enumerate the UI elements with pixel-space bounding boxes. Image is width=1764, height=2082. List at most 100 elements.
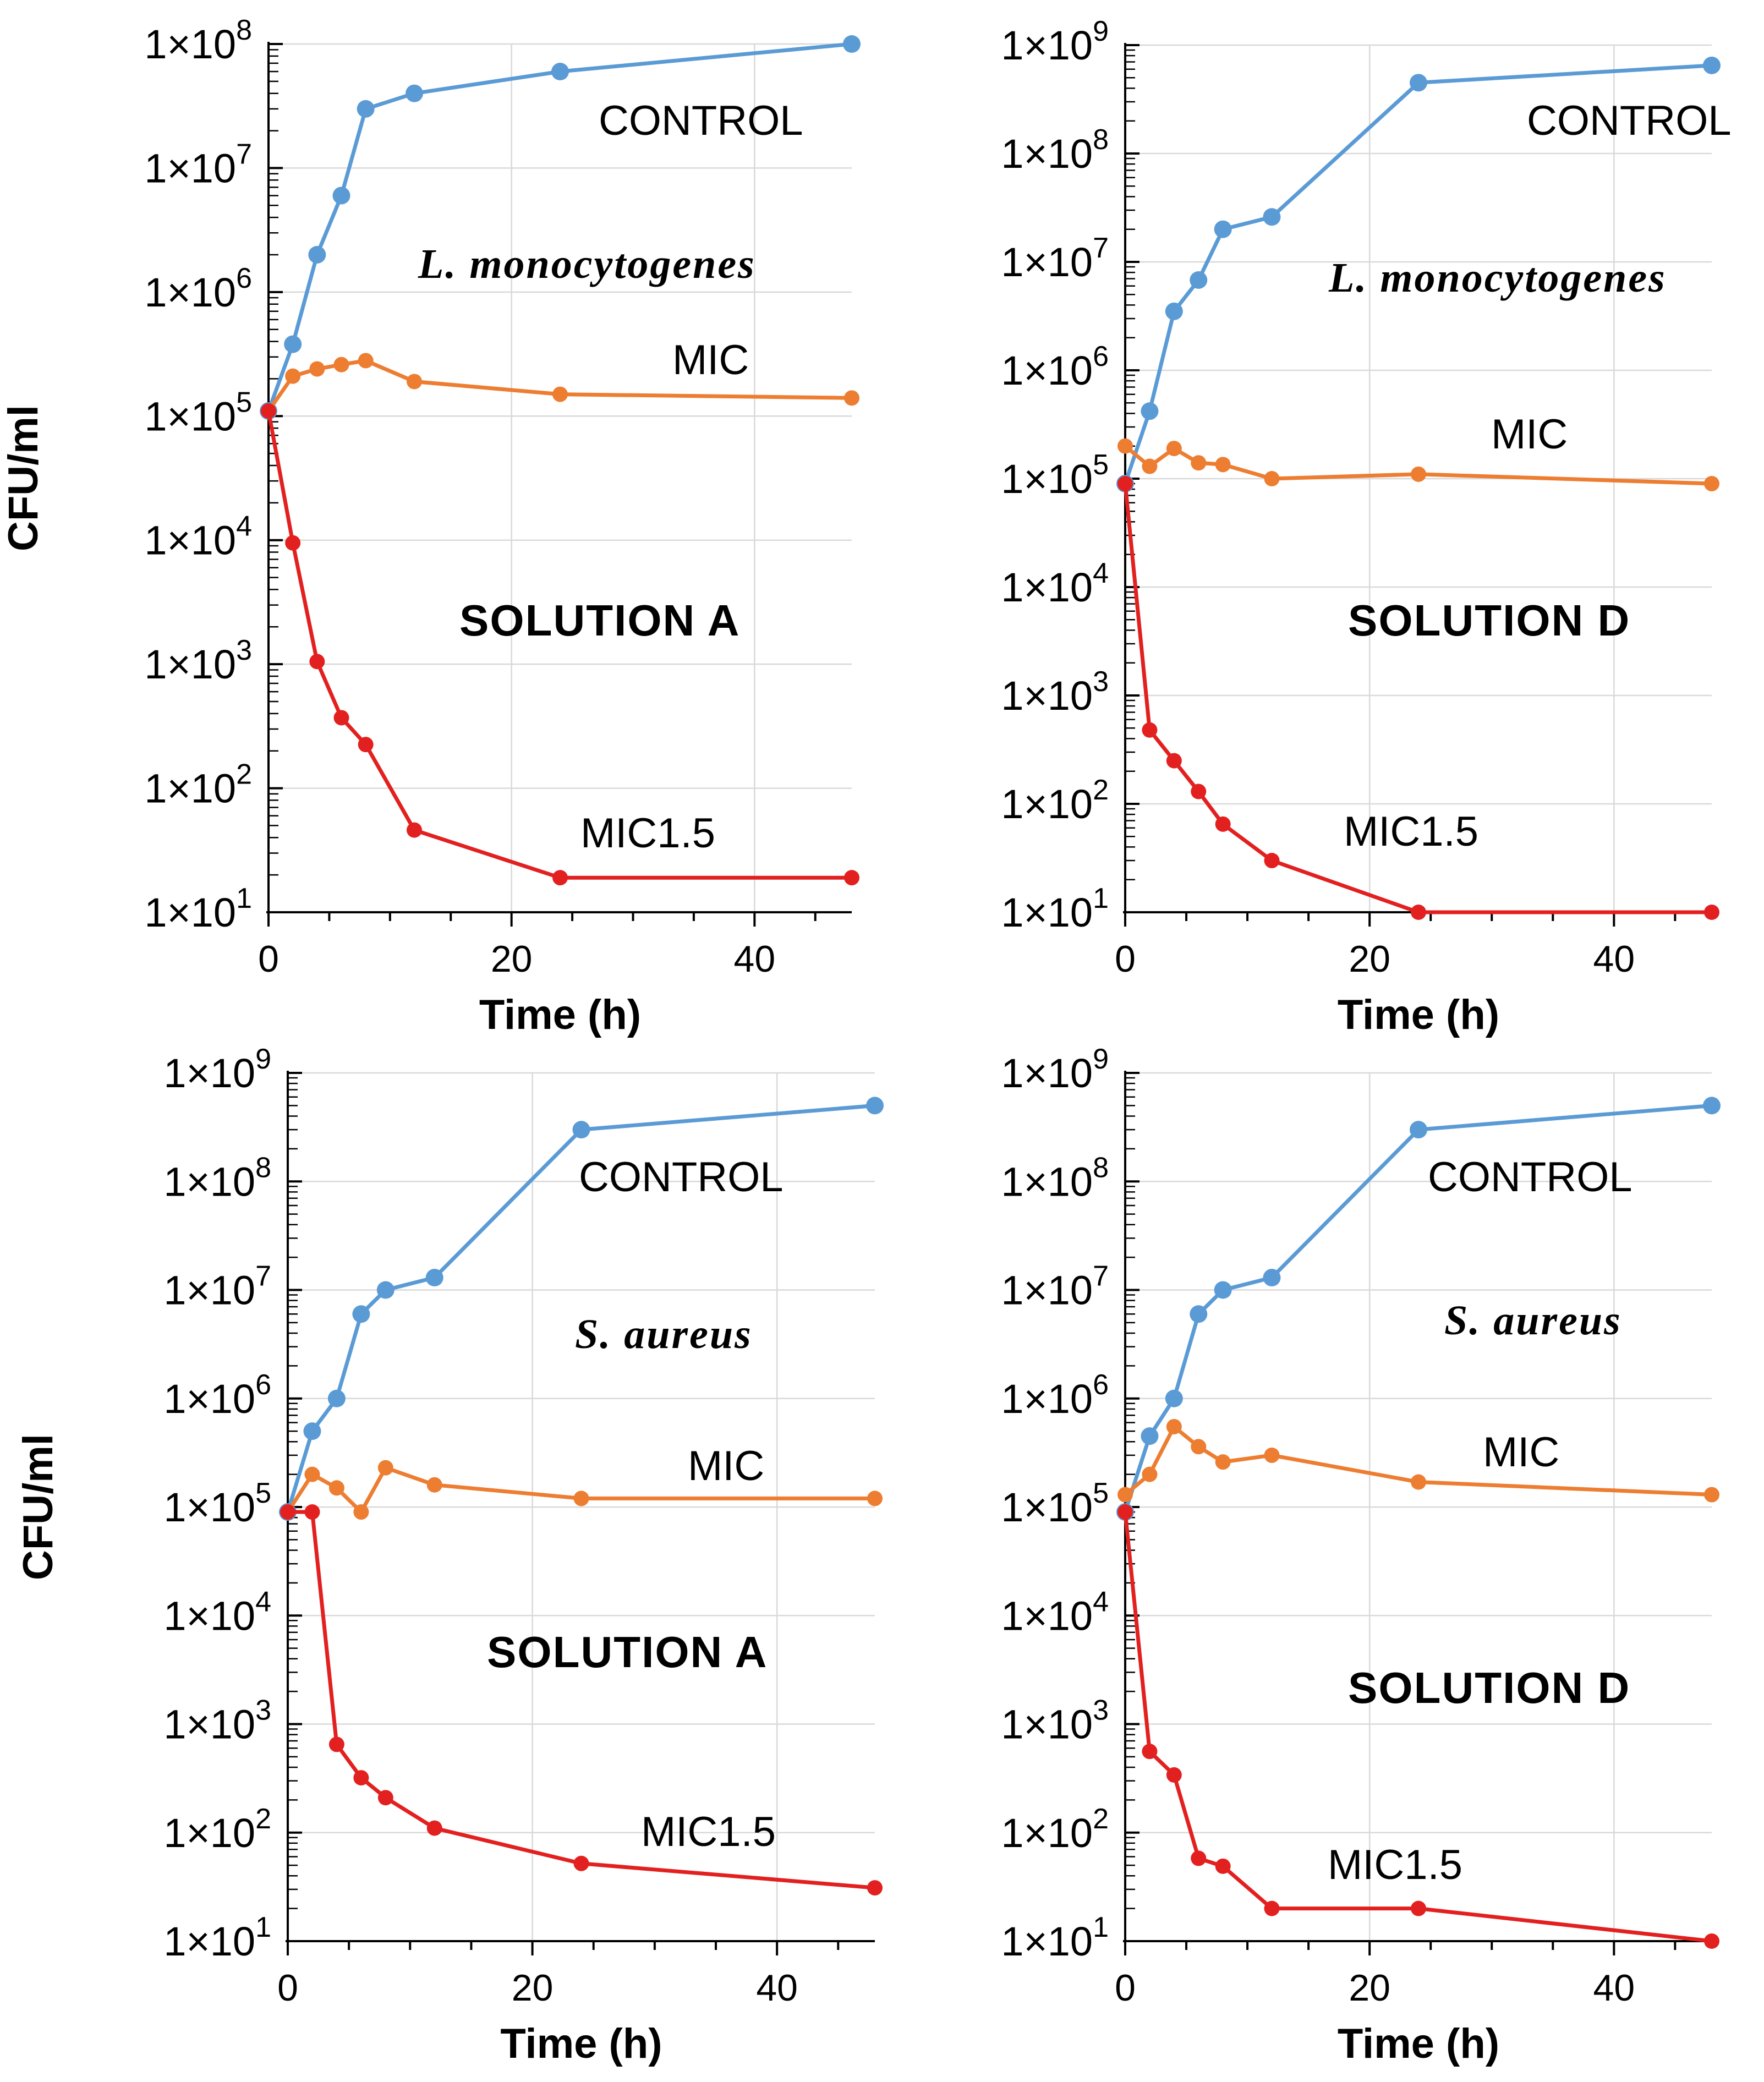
y-tick-label: 1×106: [163, 1369, 271, 1422]
data-point-mic: [1215, 457, 1231, 473]
series-label-mic1-5: MIC1.5: [580, 810, 715, 857]
data-point-control: [308, 245, 326, 264]
y-tick-label: 1×102: [1001, 1803, 1109, 1856]
data-point-mic1-5: [867, 1880, 883, 1896]
series-label-control: CONTROL: [1527, 97, 1732, 144]
y-tick-label: 1×103: [1001, 1695, 1109, 1747]
data-point-control: [406, 84, 423, 102]
y-tick-label: 1×104: [144, 511, 252, 563]
data-point-mic: [867, 1491, 883, 1506]
data-point-mic1-5: [407, 822, 422, 838]
data-point-control: [1263, 208, 1281, 226]
y-tick-label: 1×108: [1001, 1152, 1109, 1204]
series-label-mic: MIC: [688, 1443, 764, 1489]
data-point-mic: [304, 1466, 320, 1482]
data-point-mic: [333, 357, 349, 372]
data-point-mic1-5: [377, 1790, 393, 1806]
data-point-mic1-5: [353, 1770, 369, 1786]
chart-panel-3: 1×101 1×102 1×103 1×104 1×105 1×106 1×107 1×108…: [15, 1043, 884, 2067]
data-point-mic1-5: [1142, 1744, 1158, 1760]
data-point-mic: [426, 1477, 442, 1493]
y-tick-label: 1×104: [163, 1586, 271, 1639]
y-tick-label: 1×103: [163, 1695, 271, 1747]
x-tick-label: 20: [1349, 938, 1390, 980]
series-label-mic1-5: MIC1.5: [1328, 1842, 1462, 1888]
series-line-mic1-5: [266, 410, 852, 880]
data-point-control: [866, 1097, 884, 1115]
data-point-control: [1190, 1305, 1208, 1323]
data-point-control: [1703, 1097, 1721, 1115]
y-tick-label: 1×105: [1001, 1477, 1109, 1530]
data-point-mic: [1117, 1487, 1133, 1503]
y-tick-label: 1×108: [163, 1152, 271, 1204]
y-tick-label: 1×109: [1001, 1043, 1109, 1096]
data-point-control: [425, 1269, 443, 1287]
data-point-mic1-5: [426, 1820, 442, 1836]
data-point-control: [303, 1422, 321, 1440]
data-point-mic1-5: [358, 737, 374, 753]
data-point-mic: [407, 374, 422, 390]
series-label-control: CONTROL: [599, 97, 803, 144]
data-point-control: [1214, 220, 1232, 238]
y-tick-label: 1×107: [1001, 232, 1109, 285]
data-point-mic1-5: [1411, 905, 1426, 920]
data-point-control: [572, 1121, 590, 1139]
x-tick-label: 40: [734, 938, 776, 980]
organism-label: S. aureus: [575, 1311, 753, 1357]
data-point-control: [284, 335, 302, 353]
data-point-control: [551, 63, 569, 81]
data-point-mic1-5: [328, 1736, 344, 1752]
data-point-mic1-5: [285, 535, 301, 551]
data-point-mic: [1166, 441, 1182, 457]
y-tick-label: 1×105: [144, 386, 252, 439]
organism-label: L. monocytogenes: [418, 241, 756, 287]
series-label-mic: MIC: [672, 337, 749, 383]
data-point-mic: [1117, 438, 1133, 454]
data-point-mic1-5: [1117, 1504, 1133, 1520]
data-point-mic1-5: [1142, 722, 1158, 738]
series-label-mic1-5: MIC1.5: [641, 1809, 776, 1855]
data-point-mic1-5: [552, 870, 568, 886]
data-point-control: [1141, 402, 1159, 420]
chart-title: SOLUTION D: [1348, 596, 1630, 645]
data-point-control: [357, 100, 375, 118]
y-tick-label: 1×104: [1001, 1586, 1109, 1639]
data-point-mic1-5: [309, 654, 325, 670]
x-axis-title: Time (h): [1338, 2020, 1499, 2067]
y-tick-label: 1×104: [1001, 557, 1109, 610]
data-point-control: [1165, 1389, 1183, 1407]
data-point-mic: [353, 1504, 369, 1520]
chart-title: SOLUTION A: [459, 596, 740, 645]
data-point-mic: [1191, 1439, 1207, 1455]
y-tick-label: 1×107: [1001, 1261, 1109, 1313]
y-tick-label: 1×108: [1001, 124, 1109, 177]
y-tick-label: 1×101: [1001, 883, 1109, 935]
series-line-mic1-5: [288, 1510, 875, 1890]
data-point-mic1-5: [1191, 1850, 1207, 1866]
data-point-mic: [1191, 455, 1207, 471]
data-point-mic1-5: [261, 403, 276, 419]
x-axis-title: Time (h): [479, 991, 641, 1038]
organism-label: L. monocytogenes: [1328, 255, 1667, 301]
series-line-mic: [1124, 1424, 1712, 1497]
x-tick-label: 40: [1593, 938, 1635, 980]
data-point-control: [1165, 302, 1183, 320]
x-tick-label: 40: [756, 1967, 798, 2009]
data-point-control: [1410, 1121, 1427, 1139]
data-point-mic1-5: [1264, 1900, 1280, 1916]
data-point-mic: [377, 1460, 393, 1476]
x-tick-label: 20: [1349, 1967, 1390, 2009]
data-point-mic: [358, 353, 374, 369]
series-label-control: CONTROL: [1428, 1154, 1632, 1201]
y-axis-title: CFU/ml: [15, 1434, 62, 1580]
y-tick-label: 1×101: [1001, 1911, 1109, 1964]
organism-label: S. aureus: [1444, 1297, 1622, 1344]
data-point-control: [1410, 74, 1427, 92]
data-point-mic: [1411, 466, 1426, 482]
data-point-mic1-5: [304, 1504, 320, 1520]
series-line-control: [266, 42, 852, 412]
data-point-mic1-5: [1215, 1858, 1231, 1874]
y-tick-label: 1×103: [144, 634, 252, 687]
x-tick-label: 0: [1115, 1967, 1136, 2009]
